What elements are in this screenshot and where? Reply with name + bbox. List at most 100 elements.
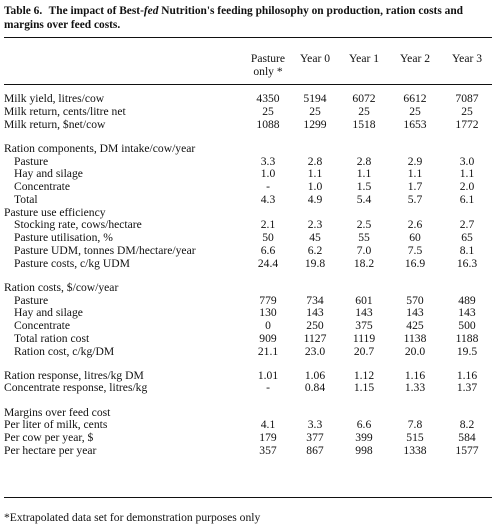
row-label: Pasture use efficiency: [4, 205, 106, 219]
footnote: *Extrapolated data set for demonstration…: [4, 511, 261, 524]
column-header: Year 0: [287, 52, 343, 65]
table-cell: 2.8: [307, 154, 323, 168]
table-row: Concentrate response, litres/kg - 0.84 1.15…: [0, 381, 499, 394]
table-cell: 1.15: [353, 381, 375, 395]
table-cell: -: [266, 381, 270, 395]
row-label: Milk return, $net/cow: [4, 117, 106, 131]
table-cell: 55: [358, 231, 370, 244]
row-label: Ration cost, c/kg/DM: [14, 344, 115, 358]
table-row: Per hectare per year 357 867 998 1338 1577: [0, 444, 499, 457]
column-header-line1: Pasture: [250, 52, 286, 65]
table-cell: 5.4: [356, 192, 372, 206]
table-row: Margins over feed cost: [0, 406, 499, 419]
table-row: Pasture use efficiency: [0, 206, 499, 219]
row-label: Pasture: [14, 293, 49, 307]
table-cell: 909: [259, 331, 277, 345]
table-cell: 7.0: [356, 243, 372, 257]
caption-text-end: Nutrition's feeding philosophy on produc…: [4, 5, 463, 31]
table-cell: 7.5: [407, 243, 423, 257]
row-label: Margins over feed cost: [4, 405, 111, 419]
row-label: Concentrate response, litres/kg: [4, 381, 148, 395]
table-cell: 16.9: [404, 256, 426, 270]
table-cell: 143: [355, 306, 373, 320]
column-header-line1: Year 3: [451, 52, 483, 65]
header-rule: [4, 84, 492, 85]
table-row: Ration components, DM intake/cow/year: [0, 142, 499, 155]
table-cell: 23.0: [304, 344, 326, 358]
table-cell: 1577: [455, 443, 479, 457]
table-cell: 6.2: [307, 243, 323, 257]
table-cell: 489: [458, 293, 476, 307]
table-cell: 2.9: [407, 154, 423, 168]
table-cell: 1.16: [404, 368, 426, 382]
row-label: Per liter of milk, cents: [4, 418, 108, 432]
row-label: Ration costs, $/cow/year: [4, 280, 119, 294]
table-cell: 250: [306, 319, 324, 332]
table-cell: 25: [409, 104, 421, 118]
table-row: Total ration cost 909 1127 1119 1138 1188: [0, 332, 499, 345]
table-cell: 1.7: [407, 180, 423, 193]
row-label: Pasture costs, c/kg UDM: [14, 256, 130, 270]
table-cell: 1127: [303, 331, 327, 345]
table-cell: 65: [461, 231, 473, 244]
table-row: Pasture 3.3 2.8 2.8 2.9 3.0: [0, 155, 499, 168]
table-number: Table 6.: [4, 5, 43, 17]
table-cell: 377: [306, 431, 324, 445]
table-cell: 1.33: [404, 381, 426, 395]
table-cell: 4350: [256, 92, 280, 105]
table-cell: 2.1: [260, 218, 276, 232]
caption-text-start: The impact of Best-: [48, 5, 144, 17]
table-row: Stocking rate, cows/hectare 2.1 2.3 2.5 2.6 2…: [0, 218, 499, 231]
table-cell: 5194: [303, 92, 327, 105]
table-cell: 2.0: [459, 180, 475, 193]
table-cell: 8.2: [459, 418, 475, 432]
row-label: Concentrate: [14, 180, 71, 193]
table-cell: 1653: [403, 117, 427, 131]
table-cell: 3.0: [459, 154, 475, 168]
table-cell: 3.3: [307, 418, 323, 432]
table-cell: 1.1: [307, 167, 323, 181]
table-cell: 24.4: [257, 256, 279, 270]
table-cell: 25: [358, 104, 370, 118]
table-cell: 1772: [455, 117, 479, 131]
table-cell: 7.8: [407, 418, 423, 432]
table-cell: 1088: [256, 117, 280, 131]
table-cell: 3.3: [260, 154, 276, 168]
table-cell: 16.3: [456, 256, 478, 270]
table-cell: 20.0: [404, 344, 426, 358]
row-label: Per cow per year, $: [4, 431, 94, 445]
table-cell: 19.5: [456, 344, 478, 358]
table-cell: 1.1: [356, 167, 372, 181]
table-cell: 25: [309, 104, 321, 118]
row-label: Stocking rate, cows/hectare: [14, 218, 142, 232]
table-cell: 1.1: [459, 167, 475, 181]
row-label: Milk return, cents/litre net: [4, 104, 126, 118]
table-cell: 45: [309, 231, 321, 244]
table-row: Total 4.3 4.9 5.4 5.7 6.1: [0, 193, 499, 206]
table-cell: 1.12: [353, 368, 375, 382]
table-cell: 357: [259, 443, 277, 457]
table-cell: 1.06: [304, 368, 326, 382]
table-cell: 1518: [352, 117, 376, 131]
table-cell: 375: [355, 319, 373, 332]
table-cell: 1.37: [456, 381, 478, 395]
table-cell: 1188: [455, 331, 479, 345]
table-cell: 8.1: [459, 243, 475, 257]
table-cell: 25: [461, 104, 473, 118]
table-row: Ration cost, c/kg/DM 21.1 23.0 20.7 20.0 19.5: [0, 345, 499, 358]
column-header-line1: Year 0: [299, 52, 331, 65]
table-row: Milk return, $net/cow 1088 1299 1518 1653 177…: [0, 118, 499, 131]
row-label: Hay and silage: [14, 306, 83, 320]
caption-brand: fed: [143, 5, 159, 17]
table-cell: 1119: [352, 331, 376, 345]
row-label: Total ration cost: [14, 331, 90, 345]
table-row: Per liter of milk, cents 4.1 3.3 6.6 7.8 8.2: [0, 418, 499, 431]
table-caption: Table 6. The impact of Best-fed Nutritio…: [4, 4, 494, 32]
table-cell: 0.84: [304, 381, 326, 395]
table-cell: 60: [409, 231, 421, 244]
table-row: Per cow per year, $ 179 377 399 515 584: [0, 431, 499, 444]
table-row: Hay and silage 130 143 143 143 143: [0, 306, 499, 319]
table-row: Pasture UDM, tonnes DM/hectare/year 6.6 6.…: [0, 244, 499, 257]
bottom-rule: [4, 497, 492, 499]
table-cell: 601: [355, 293, 373, 307]
